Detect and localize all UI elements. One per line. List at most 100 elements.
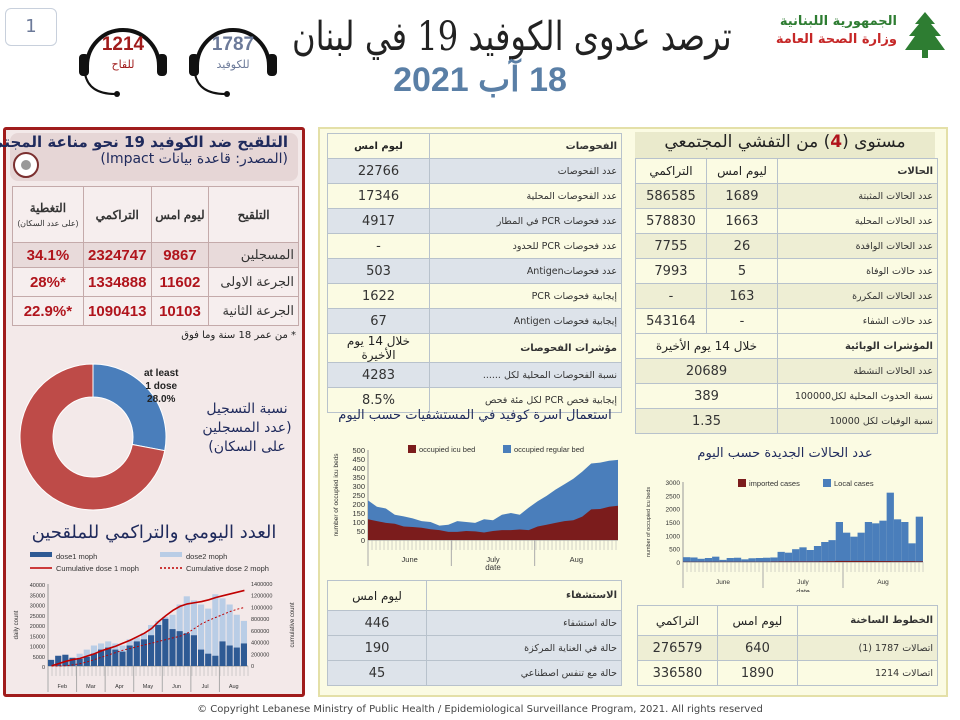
- cell: 9867: [150, 242, 210, 268]
- row-label: الفحوصات: [429, 133, 622, 159]
- tick-label: 0: [251, 664, 254, 670]
- row-label: عدد فحوصات PCR للحدود: [429, 233, 622, 259]
- hotline-number: 1787: [211, 34, 255, 55]
- bar-local-cases: [784, 552, 793, 562]
- tick-label: 250: [352, 491, 365, 500]
- table-row: نسبة الحدوث المحلية لكل100000 389: [635, 383, 938, 409]
- legend-label: Local cases: [834, 479, 874, 488]
- cell: -: [635, 283, 707, 309]
- bar-imported-cases: [795, 561, 803, 562]
- bar-dose1: [90, 653, 97, 666]
- cell: 17346: [327, 183, 430, 209]
- row-label: حالة في العناية المركزة: [426, 635, 622, 661]
- cell: 1090413: [82, 296, 152, 326]
- bar-local-cases: [792, 549, 800, 562]
- headset-icon: [79, 28, 167, 97]
- table-row: الجرعة الاولى 11602 1334888 *28%: [12, 267, 299, 297]
- table-row: اتصالات 1214 1890 336580: [637, 660, 938, 686]
- table-row: نسبة الفحوصات المحلية لكل ...... 4283: [327, 362, 622, 388]
- table-header: الفحوصات ليوم امس: [327, 133, 622, 159]
- bar-local-cases: [864, 522, 873, 562]
- donut-slice: [92, 363, 167, 452]
- cell: 1334888: [82, 267, 152, 297]
- bar-local-cases: [843, 532, 851, 562]
- bar-local-cases: [828, 540, 836, 562]
- bar-local-cases: [683, 557, 691, 562]
- bar-dose1: [198, 649, 205, 666]
- row-label: حالة استشفاء: [426, 610, 622, 636]
- tick-label: 15000: [30, 634, 45, 640]
- bar-dose1: [83, 656, 90, 666]
- col-header-text: التغطية: [29, 200, 67, 215]
- bar-dose1: [126, 645, 133, 666]
- bar-local-cases: [799, 547, 807, 562]
- bar-dose2: [219, 598, 226, 666]
- bar-local-cases: [821, 542, 829, 562]
- line-cumulative-dose1: [51, 589, 245, 667]
- row-label: اتصالات 1214: [797, 660, 938, 686]
- cell: 1622: [327, 283, 430, 309]
- bar-dose1: [233, 647, 240, 666]
- title-part: ) من التفشي المجتمعي: [664, 132, 831, 152]
- tick-label: 150: [352, 509, 365, 518]
- row-label: عدد حالات الشفاء: [777, 308, 938, 334]
- row-label: الجرعة الثانية: [208, 296, 299, 326]
- footnote: * من عمر 18 سنة وما فوق: [181, 330, 296, 341]
- tick-label: 35000: [30, 593, 45, 599]
- bar-imported-cases: [883, 561, 891, 562]
- table-row: حالة في العناية المركزة 190: [327, 635, 622, 661]
- bar-dose2: [233, 614, 240, 666]
- title-part: مستوى (: [842, 132, 906, 152]
- row-label: الحالات: [777, 158, 938, 184]
- cell: -: [327, 233, 430, 259]
- cases-table: الحالات ليوم امس التراكمي عدد الحالات المثب…: [635, 158, 938, 434]
- row-label: إيجابية فحص PCR لكل مئة فحص: [429, 387, 622, 413]
- bar-imported-cases: [811, 561, 819, 562]
- table-row: عدد فحوصات PCR في المطار 4917: [327, 208, 622, 234]
- table-row: عدد الحالات المكررة 163-: [635, 283, 938, 309]
- row-label: إيجابية فحوصات PCR: [429, 283, 622, 309]
- row-label: عدد الحالات المكررة: [777, 283, 938, 309]
- month-label: June: [402, 555, 418, 564]
- bar-dose1: [48, 659, 55, 666]
- col-header: التراكمي: [82, 186, 152, 243]
- bar-dose1: [240, 643, 247, 666]
- col-header: التلقيح: [208, 186, 299, 243]
- tick-label: 100: [352, 518, 365, 527]
- bar-local-cases: [806, 550, 814, 562]
- page-title: ترصد عدوى الكوفيد 19 في لبنان: [292, 14, 732, 60]
- logo-line1: الجمهورية اللبنانية: [779, 14, 897, 29]
- tick-label: 50: [357, 527, 365, 536]
- tick-label: 2000: [666, 507, 681, 514]
- tick-label: 400: [352, 464, 365, 473]
- row-label: مؤشرات الفحوصات: [429, 333, 622, 363]
- month-label: Jul: [202, 684, 209, 690]
- tick-label: 5000: [33, 655, 45, 661]
- bar-imported-cases: [779, 561, 787, 562]
- bar-dose1: [212, 655, 219, 666]
- vaccine-daily-cumulative-chart: 0 5000 10000 15000 20000 25000 30000 35000 40000…: [14, 552, 296, 692]
- cell: 4283: [327, 362, 430, 388]
- cell: 34.1%: [12, 242, 84, 268]
- donut-label: at least 1 dose 28.0%: [144, 367, 178, 406]
- bar-dose2: [226, 604, 233, 666]
- tick-label: 1500: [666, 520, 681, 527]
- bar-dose1: [69, 657, 76, 666]
- donut-label-line: 1 dose: [145, 381, 178, 392]
- cell: 543164: [635, 308, 707, 334]
- col-header: التغطية (على عدد السكان): [12, 186, 84, 243]
- hotline-label: للكوفيد: [216, 58, 250, 71]
- coverage-note: (على عدد السكان): [17, 218, 79, 228]
- tick-label: 500: [669, 547, 680, 554]
- tests-table: الفحوصات ليوم امس عدد الفحوصات 22766 عدد الف…: [327, 133, 622, 413]
- bar-local-cases: [719, 559, 727, 562]
- bar-local-cases: [770, 557, 778, 562]
- bar-local-cases: [908, 543, 916, 562]
- cell: 336580: [637, 660, 718, 686]
- cell: 276579: [637, 635, 718, 661]
- col-header: ليوم امس: [150, 186, 210, 243]
- table-row: عدد فحوصات PCR للحدود -: [327, 233, 622, 259]
- cell: 163: [705, 283, 779, 309]
- row-label: الاستشفاء: [426, 580, 622, 611]
- tick-label: 1000000: [251, 605, 272, 611]
